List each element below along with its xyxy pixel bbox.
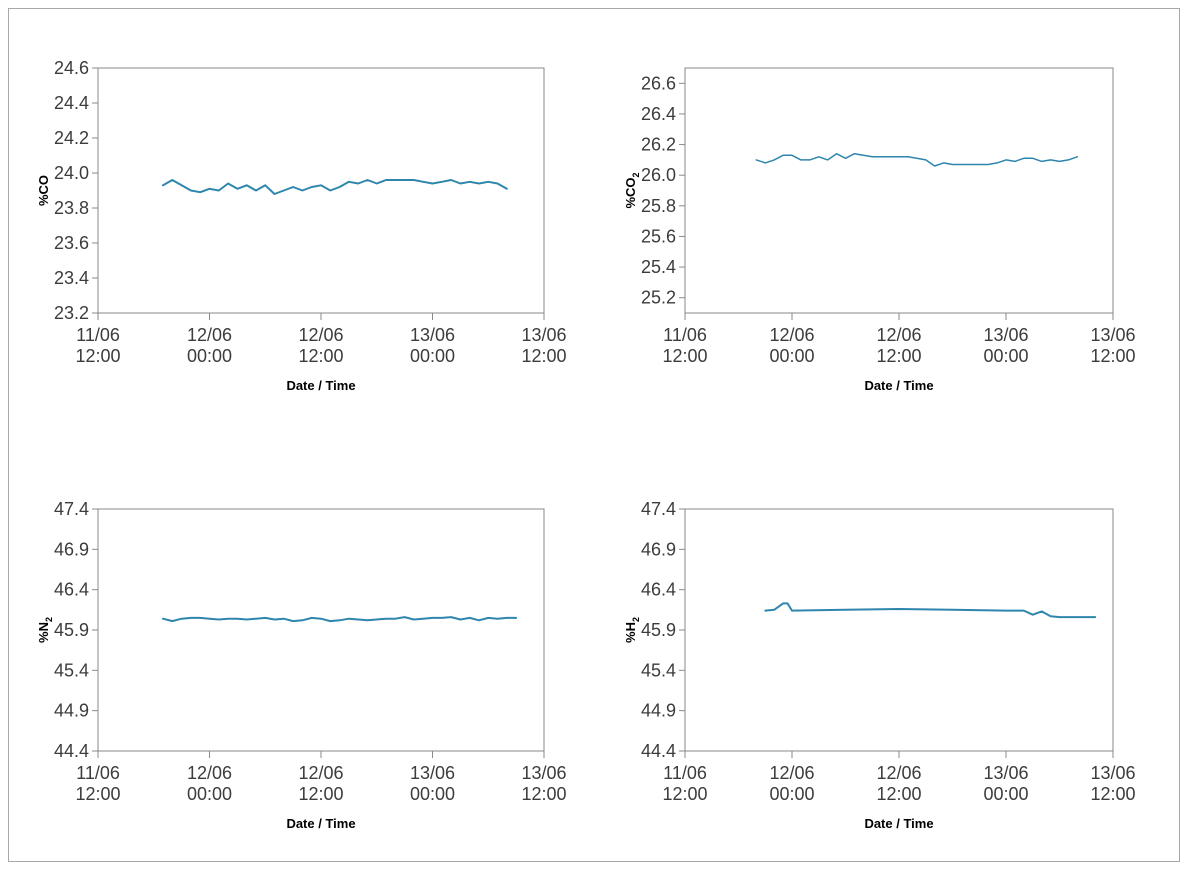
y-tick-label: 25.2: [641, 288, 676, 308]
y-tick-label: 44.4: [641, 741, 676, 761]
x-tick-time: 12:00: [876, 784, 921, 804]
plot-area: [684, 67, 1114, 314]
x-tick-time: 00:00: [983, 784, 1028, 804]
x-tick-time: 00:00: [769, 784, 814, 804]
x-tick-time: 00:00: [410, 346, 455, 366]
x-tick-date: 11/06: [663, 325, 707, 345]
y-tick-label: 25.4: [641, 257, 676, 277]
figure-frame: [8, 8, 1180, 862]
x-tick-time: 12:00: [298, 346, 343, 366]
chart-4: 44.444.945.445.946.446.947.411/0612:0012…: [623, 499, 1136, 831]
x-tick-time: 12:00: [662, 346, 707, 366]
y-tick-label: 44.9: [54, 701, 89, 721]
x-tick-time: 12:00: [75, 784, 120, 804]
x-tick-date: 12/06: [876, 763, 921, 783]
x-tick-time: 12:00: [1090, 784, 1135, 804]
chart-1: 23.223.423.623.824.024.224.424.611/0612:…: [36, 58, 567, 393]
x-tick-date: 11/06: [663, 763, 707, 783]
x-tick-date: 12/06: [876, 325, 921, 345]
y-tick-label: 26.4: [641, 104, 676, 124]
x-tick-time: 12:00: [521, 346, 566, 366]
x-tick-date: 13/06: [410, 325, 455, 345]
x-tick-date: 12/06: [769, 763, 814, 783]
x-axis-title: Date / Time: [864, 378, 933, 393]
x-tick-date: 13/06: [1090, 325, 1135, 345]
x-tick-date: 12/06: [187, 763, 232, 783]
plot-area: [97, 508, 545, 752]
y-tick-label: 24.2: [54, 128, 89, 148]
y-axis-title: %H2: [623, 617, 641, 643]
chart-3: 44.444.945.445.946.446.947.411/0612:0012…: [36, 499, 567, 831]
x-tick-date: 12/06: [298, 325, 343, 345]
plot-area: [684, 508, 1114, 752]
x-tick-date: 13/06: [410, 763, 455, 783]
x-tick-date: 12/06: [187, 325, 232, 345]
y-tick-label: 46.9: [54, 539, 89, 559]
y-tick-label: 46.4: [641, 580, 676, 600]
x-tick-time: 00:00: [187, 346, 232, 366]
x-tick-time: 00:00: [410, 784, 455, 804]
y-tick-label: 26.6: [641, 73, 676, 93]
x-tick-time: 00:00: [983, 346, 1028, 366]
x-tick-date: 11/06: [76, 763, 120, 783]
x-tick-date: 13/06: [983, 325, 1028, 345]
x-tick-date: 12/06: [298, 763, 343, 783]
series-line-1: [162, 179, 508, 195]
x-tick-time: 12:00: [521, 784, 566, 804]
y-axis-title: %CO2: [623, 172, 641, 208]
x-tick-date: 13/06: [983, 763, 1028, 783]
series-line-1: [764, 602, 1097, 619]
x-tick-time: 00:00: [187, 784, 232, 804]
y-axis-title-subscript: 2: [44, 617, 54, 622]
y-tick-label: 45.4: [641, 660, 676, 680]
x-tick-date: 13/06: [1090, 763, 1135, 783]
x-tick-date: 13/06: [521, 763, 566, 783]
y-tick-label: 25.8: [641, 196, 676, 216]
series-line-1: [755, 152, 1079, 167]
y-tick-label: 24.6: [54, 58, 89, 78]
y-axis-title-base: %N: [36, 622, 51, 643]
x-tick-date: 12/06: [769, 325, 814, 345]
y-axis-title-base: %CO: [36, 175, 51, 206]
y-axis-title-subscript: 2: [631, 172, 641, 177]
y-tick-label: 44.9: [641, 701, 676, 721]
y-tick-label: 23.8: [54, 198, 89, 218]
x-tick-time: 12:00: [876, 346, 921, 366]
y-tick-label: 45.9: [641, 620, 676, 640]
y-tick-label: 23.2: [54, 303, 89, 323]
y-axis-title: %N2: [36, 617, 54, 643]
y-axis-title-base: %H: [623, 622, 638, 643]
chart-2: 25.225.425.625.826.026.226.426.611/0612:…: [623, 67, 1136, 393]
y-tick-label: 47.4: [641, 499, 676, 519]
x-tick-date: 11/06: [76, 325, 120, 345]
y-axis-title: %CO: [36, 175, 51, 206]
y-tick-label: 24.4: [54, 93, 89, 113]
y-tick-label: 45.4: [54, 660, 89, 680]
y-tick-label: 46.4: [54, 580, 89, 600]
x-tick-date: 13/06: [521, 325, 566, 345]
x-tick-time: 12:00: [662, 784, 707, 804]
y-axis-title-subscript: 2: [631, 617, 641, 622]
y-tick-label: 23.6: [54, 233, 89, 253]
y-tick-label: 45.9: [54, 620, 89, 640]
y-tick-label: 24.0: [54, 163, 89, 183]
y-axis-title-base: %CO: [623, 177, 638, 208]
y-tick-label: 47.4: [54, 499, 89, 519]
x-axis-title: Date / Time: [286, 378, 355, 393]
x-tick-time: 00:00: [769, 346, 814, 366]
y-tick-label: 26.2: [641, 135, 676, 155]
y-tick-label: 26.0: [641, 165, 676, 185]
x-axis-title: Date / Time: [286, 816, 355, 831]
x-axis-title: Date / Time: [864, 816, 933, 831]
x-tick-time: 12:00: [75, 346, 120, 366]
series-line-1: [162, 616, 518, 623]
x-tick-time: 12:00: [298, 784, 343, 804]
y-tick-label: 44.4: [54, 741, 89, 761]
y-tick-label: 46.9: [641, 539, 676, 559]
y-tick-label: 25.6: [641, 226, 676, 246]
x-tick-time: 12:00: [1090, 346, 1135, 366]
y-tick-label: 23.4: [54, 268, 89, 288]
plot-area: [97, 67, 545, 314]
